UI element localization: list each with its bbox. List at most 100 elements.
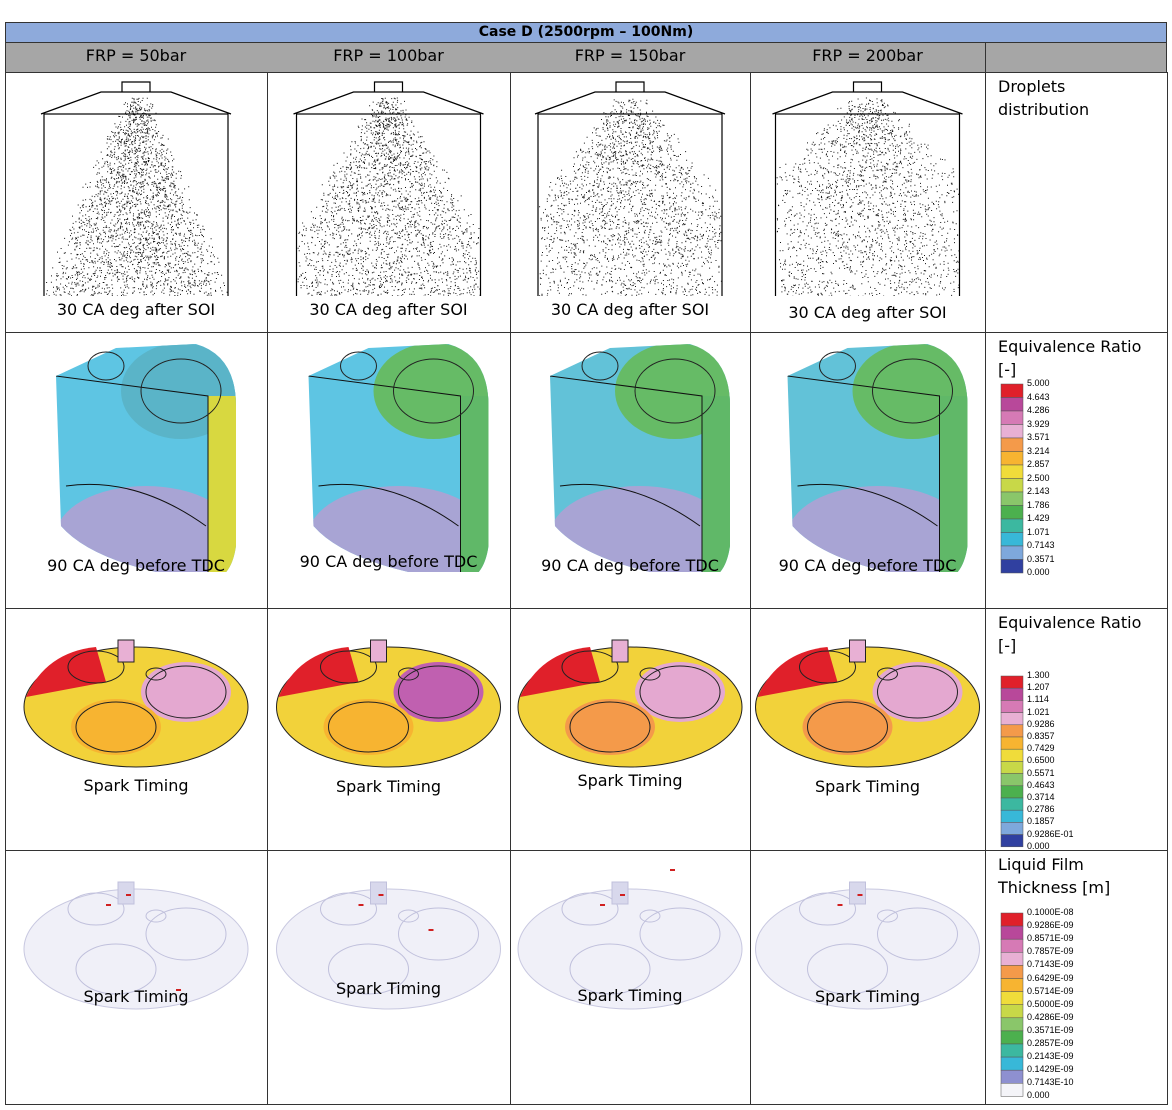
cut-geometry — [56, 344, 236, 572]
legend-swatch — [1000, 478, 1024, 493]
spark-plug — [370, 639, 387, 663]
valve-outline — [67, 650, 125, 684]
simulation-image — [23, 639, 249, 768]
legend-swatch — [1000, 518, 1024, 533]
rich-zone — [26, 647, 106, 697]
simulation-image — [293, 81, 484, 296]
legend-label: 0.5714E-09 — [1027, 985, 1074, 996]
zone — [635, 662, 725, 722]
caption: 90 CA deg before TDC — [541, 556, 719, 575]
valve-outline — [320, 650, 377, 684]
valve — [634, 358, 716, 424]
legend-swatch — [1000, 912, 1024, 927]
film-spot — [176, 989, 181, 991]
legend-label: 0.5571 — [1027, 767, 1055, 778]
valve-outline — [877, 667, 898, 681]
legend-swatch — [1000, 773, 1024, 787]
legend-label: 0.7143 — [1027, 540, 1055, 550]
valve — [872, 358, 953, 424]
legend-swatch — [1000, 559, 1024, 574]
legend-label: 2.500 — [1027, 472, 1050, 483]
legend-swatch — [1000, 1083, 1024, 1097]
simulation-image — [517, 639, 743, 768]
caption: Spark Timing — [577, 771, 683, 790]
legend-label: 3.571 — [1027, 432, 1050, 442]
legend-label: 0.7857E-09 — [1027, 946, 1074, 957]
zone — [460, 396, 489, 572]
valve-outline — [799, 650, 856, 684]
cut-geometry — [308, 344, 489, 572]
zone — [702, 396, 730, 572]
caption: 30 CA deg after SOI — [788, 303, 947, 322]
legend-swatch — [1000, 761, 1024, 774]
legend-swatch — [1000, 952, 1024, 966]
row-label: Droplets distribution — [998, 77, 1090, 119]
valve-outline — [561, 892, 619, 926]
legend-label: 0.9286E-09 — [1027, 920, 1074, 931]
valve — [393, 358, 474, 424]
spark-plug — [611, 881, 629, 905]
caption: 90 CA deg before TDC — [47, 556, 225, 575]
legend-swatch — [1000, 797, 1024, 811]
caption: Spark Timing — [335, 777, 442, 796]
column-header: FRP = 150bar — [574, 46, 686, 65]
legend-label: 1.114 — [1027, 694, 1049, 705]
zone — [393, 662, 484, 722]
legend-label: 1.786 — [1027, 499, 1050, 510]
cylinder-head — [534, 81, 726, 115]
valve — [340, 351, 377, 381]
head — [23, 888, 249, 1010]
simulation-image — [56, 344, 236, 572]
legend-swatch — [1000, 822, 1024, 835]
column-header: FRP = 50bar — [85, 46, 187, 65]
column-header: FRP = 100bar — [333, 46, 444, 65]
legend-swatch — [1000, 965, 1024, 979]
valve-outline — [807, 701, 888, 753]
zone — [71, 699, 161, 755]
caption: 90 CA deg before TDC — [299, 552, 478, 571]
legend-label: 0.3571 — [1027, 553, 1055, 564]
row-label: Liquid Film Thickness [m] — [998, 855, 1111, 897]
legend-label: 0.3571E-09 — [1027, 1024, 1074, 1035]
legend-swatch — [1000, 687, 1024, 701]
valve-outline — [807, 943, 888, 995]
cylinder — [295, 113, 482, 296]
legend-label: 0.8571E-09 — [1027, 933, 1074, 944]
cylinder — [774, 113, 961, 296]
legend-swatch — [1000, 545, 1024, 560]
zone — [323, 699, 414, 755]
simulation-image — [40, 81, 232, 296]
legend-label: 1.071 — [1027, 526, 1050, 537]
legend-swatch — [1000, 397, 1024, 412]
valve-outline — [67, 892, 125, 926]
caption: 30 CA deg after SOI — [309, 300, 468, 319]
legend-label: 0.7143E-10 — [1027, 1077, 1074, 1088]
row-label: Equivalence Ratio [-] — [998, 337, 1142, 379]
legend-swatch — [1000, 1030, 1024, 1045]
legend-label: 0.7143E-09 — [1027, 959, 1074, 970]
caption: Spark Timing — [335, 979, 442, 998]
valve-outline — [877, 909, 898, 923]
valve-outline — [639, 667, 661, 681]
legend-label: 2.143 — [1027, 486, 1050, 496]
legend-swatch — [1000, 451, 1024, 466]
film-spot — [670, 869, 675, 871]
outline — [787, 375, 940, 572]
legend-label: 0.4286E-09 — [1027, 1011, 1074, 1022]
rich-zone — [278, 647, 359, 697]
legend-label: 0.2786 — [1027, 804, 1055, 815]
cut-geometry — [550, 344, 730, 572]
zone — [565, 699, 655, 755]
valve — [140, 358, 222, 424]
legend-label: 2.857 — [1027, 459, 1050, 469]
legend-swatch — [1000, 1043, 1024, 1058]
legend-swatch — [1000, 785, 1024, 799]
cylinder — [43, 113, 229, 296]
legend-label: 0.6500 — [1027, 755, 1055, 766]
legend-label: 0.2143E-09 — [1027, 1051, 1074, 1062]
spark-plug — [849, 639, 866, 663]
valve-outline — [145, 909, 167, 923]
caption: 30 CA deg after SOI — [56, 300, 216, 319]
simulation-image — [276, 881, 501, 1010]
